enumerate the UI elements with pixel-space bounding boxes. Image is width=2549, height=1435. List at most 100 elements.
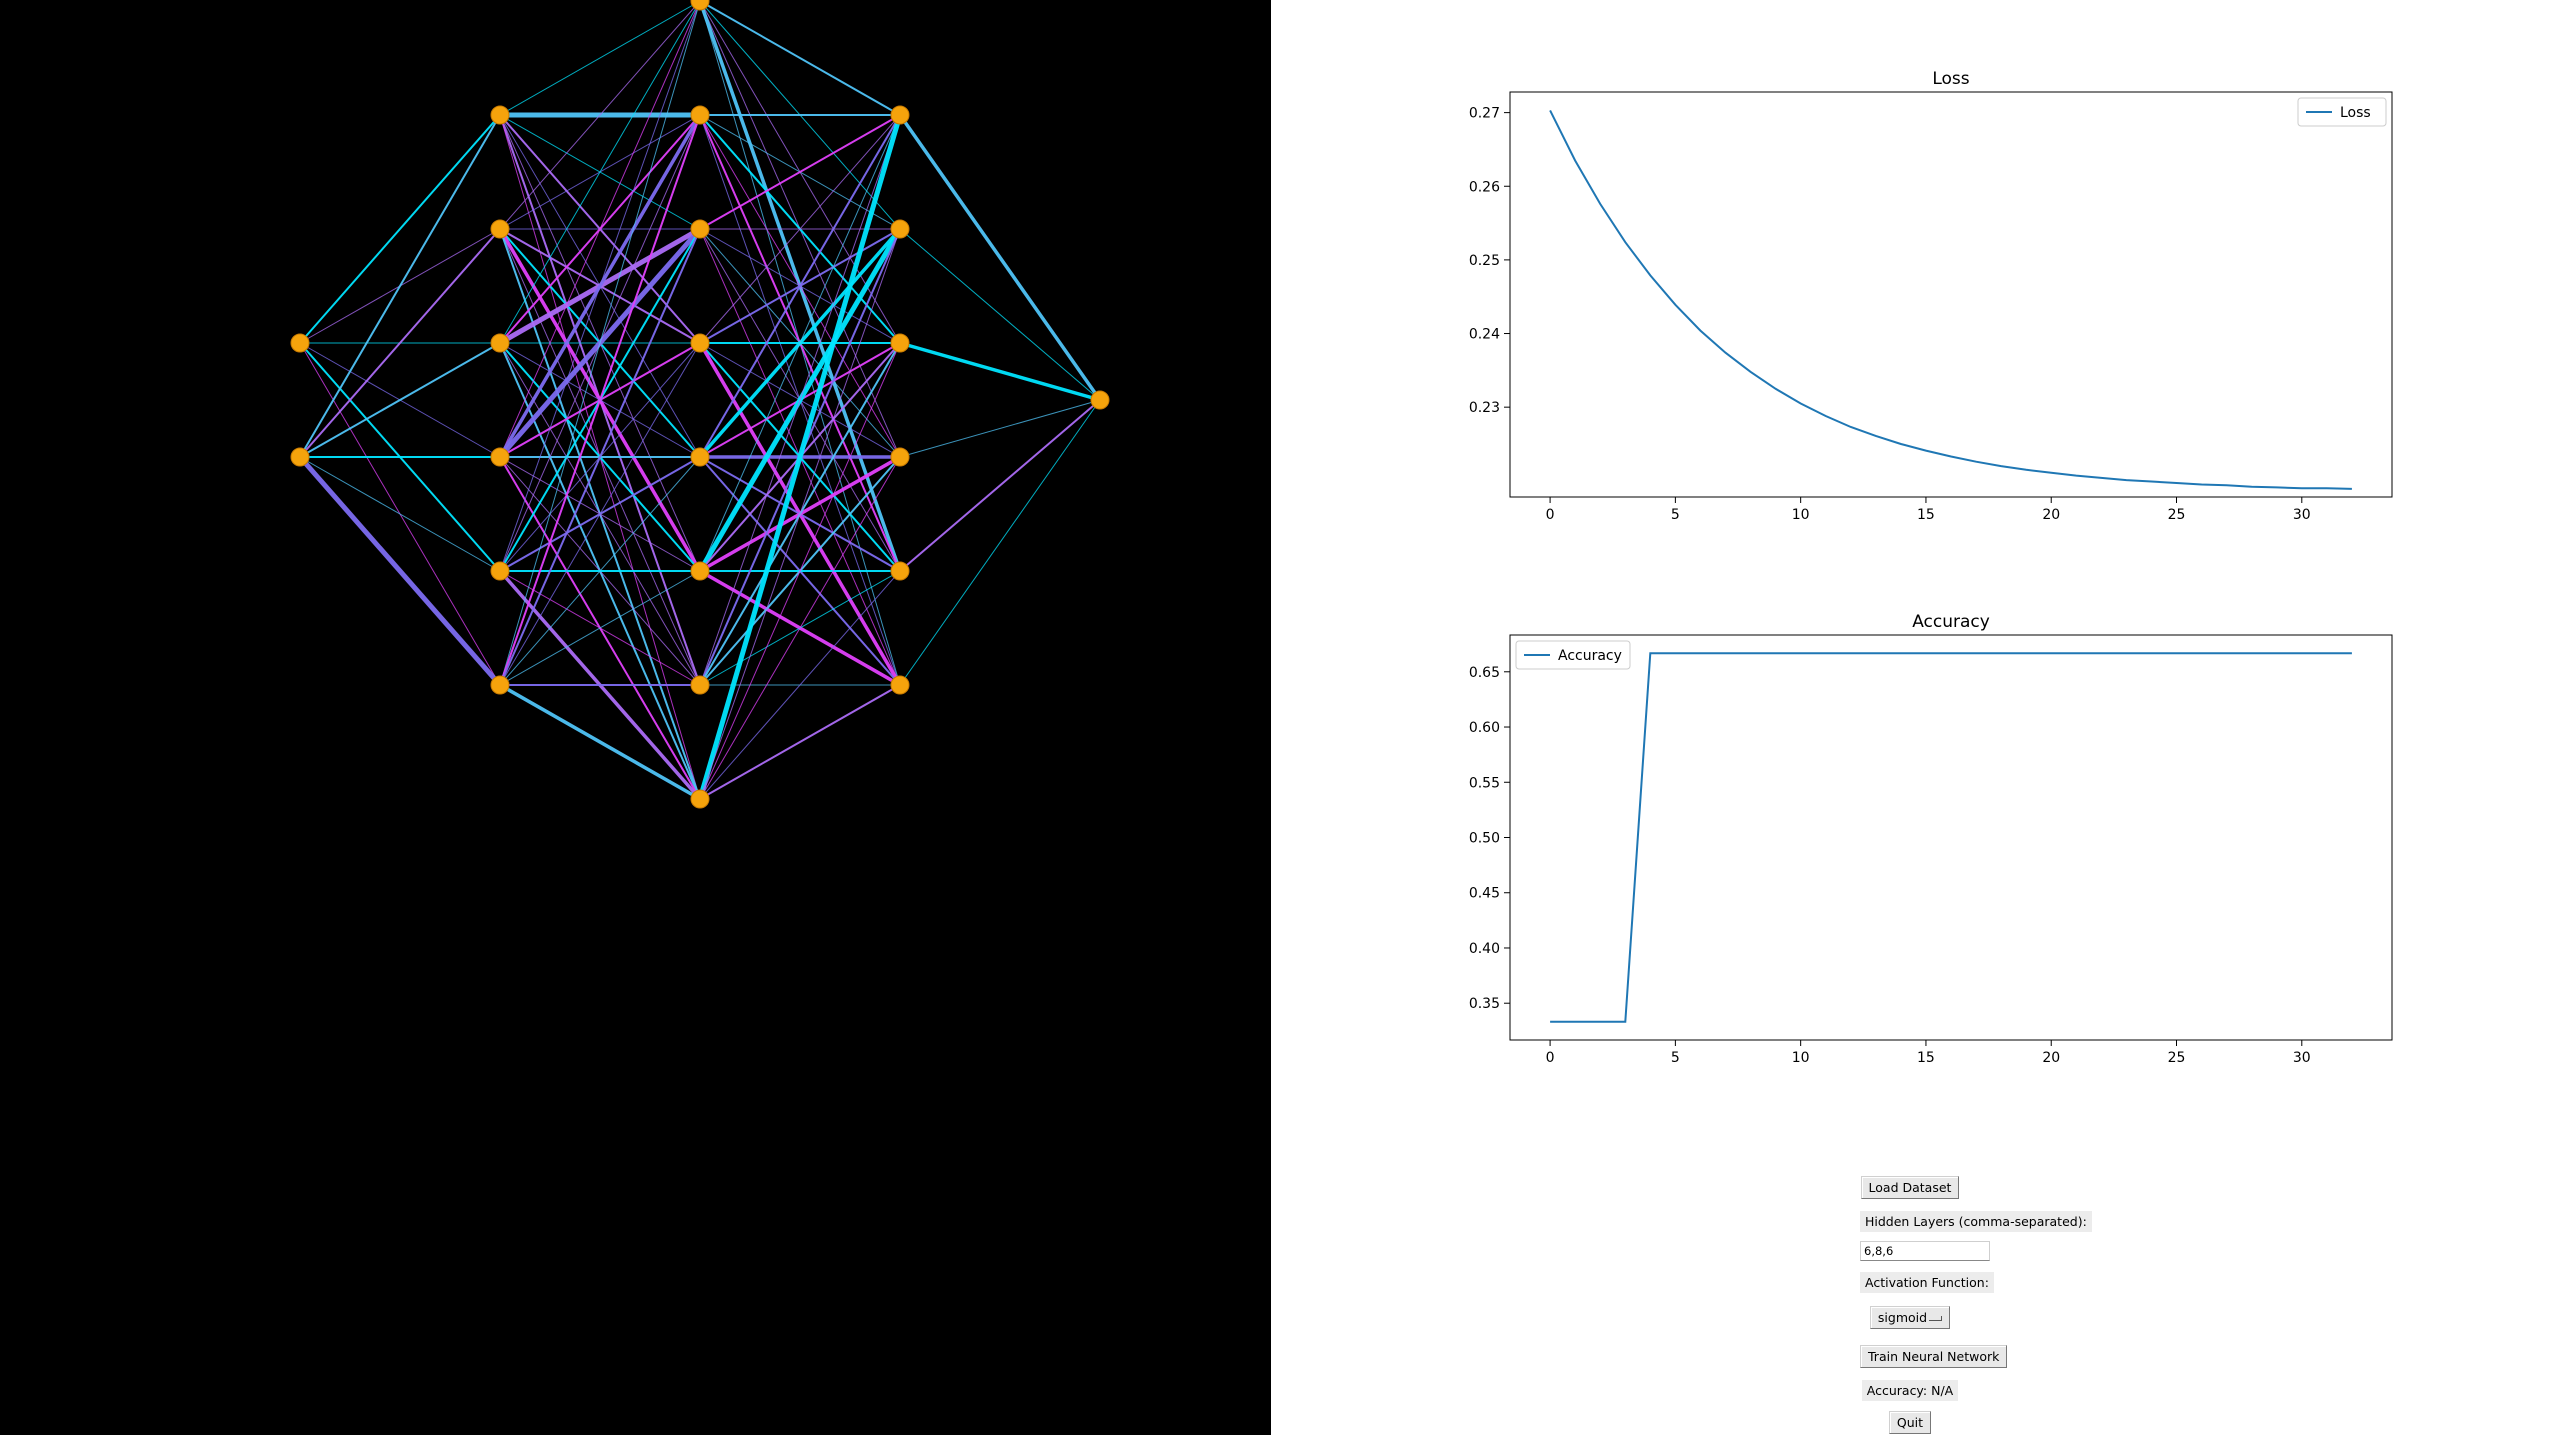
network-node-layer-1 [490, 333, 510, 353]
y-tick-label: 0.25 [1469, 253, 1500, 269]
network-node-layer-2 [690, 0, 710, 11]
activation-select-row: sigmoid [1860, 1306, 1960, 1329]
x-tick-label: 10 [1792, 1050, 1810, 1066]
quit-row: Quit [1860, 1411, 1960, 1434]
network-connection [899, 399, 1101, 458]
network-connection [499, 0, 701, 572]
x-tick-label: 0 [1546, 507, 1555, 523]
network-node-layer-2 [690, 333, 710, 353]
network-node-layer-1 [490, 219, 510, 239]
network-connection [699, 342, 901, 800]
network-connection [299, 228, 501, 458]
network-node-layer-3 [890, 105, 910, 125]
load-dataset-button[interactable]: Load Dataset [1860, 1176, 1960, 1199]
y-tick-label: 0.23 [1469, 400, 1500, 416]
network-connection [499, 0, 701, 344]
y-tick-label: 0.50 [1469, 831, 1500, 847]
x-tick-label: 15 [1917, 1050, 1935, 1066]
network-connection [899, 399, 1101, 686]
network-node-layer-2 [690, 789, 710, 809]
network-connections [298, 0, 1102, 801]
x-tick-label: 25 [2168, 507, 2186, 523]
network-visualization-panel [0, 0, 1271, 1435]
network-connection [499, 228, 701, 686]
hidden-layers-input[interactable]: 6,8,6 [1860, 1241, 1990, 1261]
x-tick-label: 20 [2042, 507, 2060, 523]
network-connection [699, 114, 901, 686]
network-connection [699, 0, 901, 116]
y-tick-label: 0.45 [1469, 886, 1500, 902]
chart-legend: Accuracy [1515, 640, 1631, 670]
legend-box [2297, 97, 2387, 127]
network-node-layer-3 [890, 561, 910, 581]
legend-label: Loss [2340, 105, 2371, 121]
y-tick-label: 0.27 [1469, 106, 1500, 122]
y-tick-label: 0.24 [1469, 327, 1500, 343]
network-node-layer-3 [890, 675, 910, 695]
network-node-layer-1 [490, 105, 510, 125]
network-node-layer-3 [890, 447, 910, 467]
network-node-layer-4 [1090, 390, 1110, 410]
network-connection [299, 114, 501, 458]
network-connection [299, 342, 501, 458]
network-node-layer-1 [490, 561, 510, 581]
network-connection [699, 114, 901, 458]
chart-legend: Loss [2297, 97, 2387, 127]
network-node-layer-3 [890, 219, 910, 239]
network-connection [499, 0, 701, 116]
network-connection [898, 113, 1102, 402]
chart-title: Loss [1932, 69, 1969, 89]
accuracy-status-row: Accuracy: N/A [1860, 1380, 1960, 1401]
activation-function-select[interactable]: sigmoid [1869, 1306, 1951, 1329]
network-node-layer-3 [890, 333, 910, 353]
network-connection [699, 114, 901, 344]
loss-chart: Loss 0 5 10 15 20 25 30 0.23 0.24 0.25 0.26 0.27 Loss [1469, 69, 2393, 523]
network-connection [499, 570, 701, 686]
network-connection [499, 0, 701, 686]
network-node-layer-0 [290, 333, 310, 353]
network-connection [499, 0, 701, 230]
network-connection [699, 684, 901, 800]
network-node-layer-2 [690, 561, 710, 581]
y-tick-label: 0.40 [1469, 941, 1500, 957]
network-diagram [290, 0, 1110, 809]
network-connection [298, 455, 502, 687]
network-connection [699, 570, 901, 800]
train-neural-network-button[interactable]: Train Neural Network [1860, 1345, 2008, 1368]
y-tick-label: 0.65 [1469, 665, 1500, 681]
network-connection [699, 114, 901, 572]
legend-box [1515, 640, 1631, 670]
load-dataset-row: Load Dataset [1860, 1176, 1960, 1199]
quit-button[interactable]: Quit [1888, 1411, 1932, 1434]
x-tick-label: 25 [2168, 1050, 2186, 1066]
network-node-layer-0 [290, 447, 310, 467]
accuracy-status-label: Accuracy: N/A [1861, 1380, 1959, 1401]
chart-title: Accuracy [1912, 612, 1990, 632]
activation-function-value: sigmoid [1877, 1310, 1928, 1325]
hidden-layers-row: Hidden Layers (comma-separated): [1860, 1211, 2092, 1232]
legend-label: Accuracy [1558, 648, 1622, 664]
x-tick-label: 10 [1792, 507, 1810, 523]
x-tick-label: 5 [1671, 507, 1680, 523]
network-connection [499, 0, 701, 458]
network-node-layer-2 [690, 675, 710, 695]
network-connection [899, 341, 1101, 402]
x-tick-label: 0 [1546, 1050, 1555, 1066]
accuracy-chart: Accuracy 0 5 10 15 20 25 30 0.35 0.40 0.45 0.50 0.55… [1469, 612, 2393, 1066]
activation-label-row: Activation Function: [1860, 1272, 1994, 1293]
network-connection [499, 456, 701, 686]
network-node-layer-2 [690, 219, 710, 239]
x-tick-label: 30 [2293, 1050, 2311, 1066]
x-tick-label: 20 [2042, 1050, 2060, 1066]
y-tick-label: 0.26 [1469, 179, 1500, 195]
network-node-layer-2 [690, 447, 710, 467]
x-tick-label: 15 [1917, 507, 1935, 523]
network-connection [699, 114, 901, 230]
network-node-layer-2 [690, 105, 710, 125]
plot-area [1509, 91, 2393, 498]
network-connection [299, 114, 501, 344]
network-connection [699, 228, 901, 800]
activation-function-label: Activation Function: [1860, 1272, 1994, 1293]
y-tick-label: 0.60 [1469, 720, 1500, 736]
network-connection [499, 342, 701, 686]
